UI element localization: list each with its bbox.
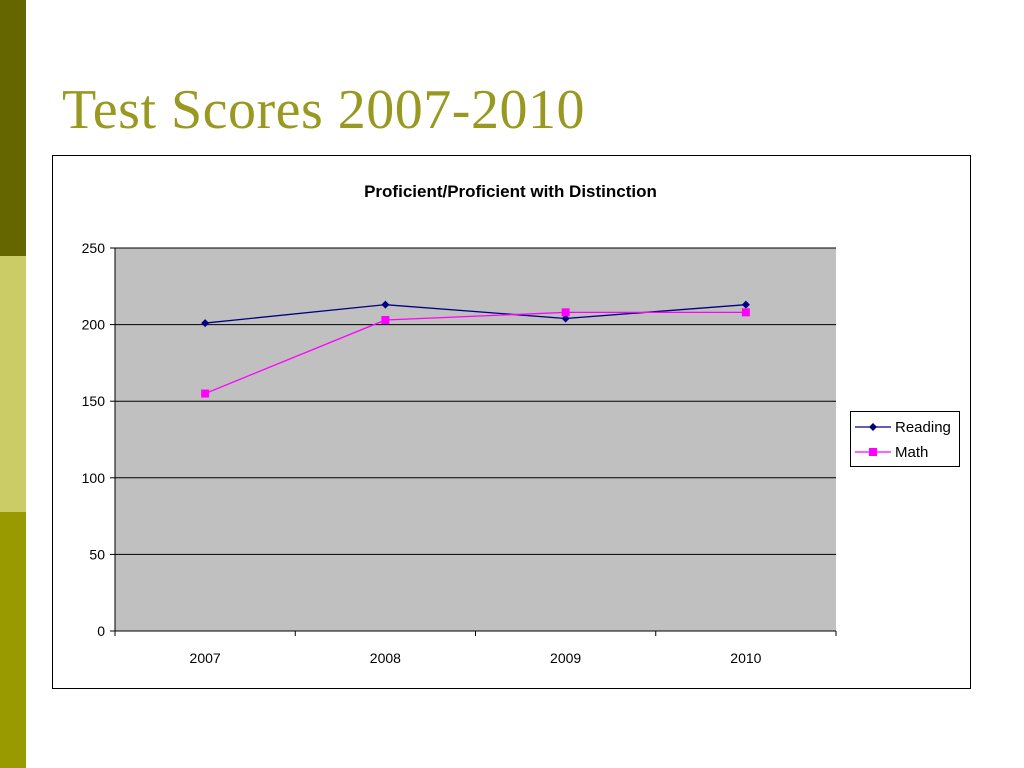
chart-legend: Reading Math: [850, 411, 960, 467]
x-tick-label-2010: 2010: [730, 650, 761, 666]
data-point-math-2009: [561, 308, 570, 317]
legend-item-math: Math: [855, 441, 928, 463]
legend-marker-math: [855, 448, 891, 456]
x-tick-label-2009: 2009: [550, 650, 581, 666]
data-point-reading-2007: [201, 319, 210, 328]
data-point-reading-2009: [561, 314, 570, 323]
legend-item-reading: Reading: [855, 416, 951, 438]
data-point-math-2007: [201, 389, 210, 398]
accent-bar-middle: [0, 256, 26, 512]
chart-title: Proficient/Proficient with Distinction: [364, 182, 657, 201]
y-tick-label-50: 50: [89, 546, 105, 562]
chart-frame: Proficient/Proficient with Distinction 0 5…: [52, 155, 971, 689]
series-line-math: [204, 311, 746, 395]
accent-bar-top: [0, 0, 26, 256]
legend-label-reading: Reading: [895, 418, 951, 436]
data-point-math-2010: [741, 308, 750, 317]
y-tick-label-100: 100: [82, 470, 106, 486]
y-tick-label-150: 150: [82, 393, 106, 409]
y-tick-label-200: 200: [82, 317, 106, 333]
accent-bar-bottom: [0, 512, 26, 768]
slide-title: Test Scores 2007-2010: [62, 79, 585, 141]
series-line-reading: [205, 304, 746, 324]
data-point-reading-2008: [381, 300, 390, 309]
line-chart: Proficient/Proficient with Distinction 0 5…: [82, 182, 837, 666]
y-tick-label-0: 0: [97, 623, 105, 639]
x-tick-label-2007: 2007: [190, 650, 221, 666]
x-tick-label-2008: 2008: [370, 650, 401, 666]
legend-marker-reading: [855, 423, 891, 431]
legend-label-math: Math: [895, 443, 929, 461]
y-tick-label-250: 250: [82, 240, 106, 256]
data-point-math-2008: [381, 316, 390, 325]
data-point-reading-2010: [741, 300, 750, 309]
